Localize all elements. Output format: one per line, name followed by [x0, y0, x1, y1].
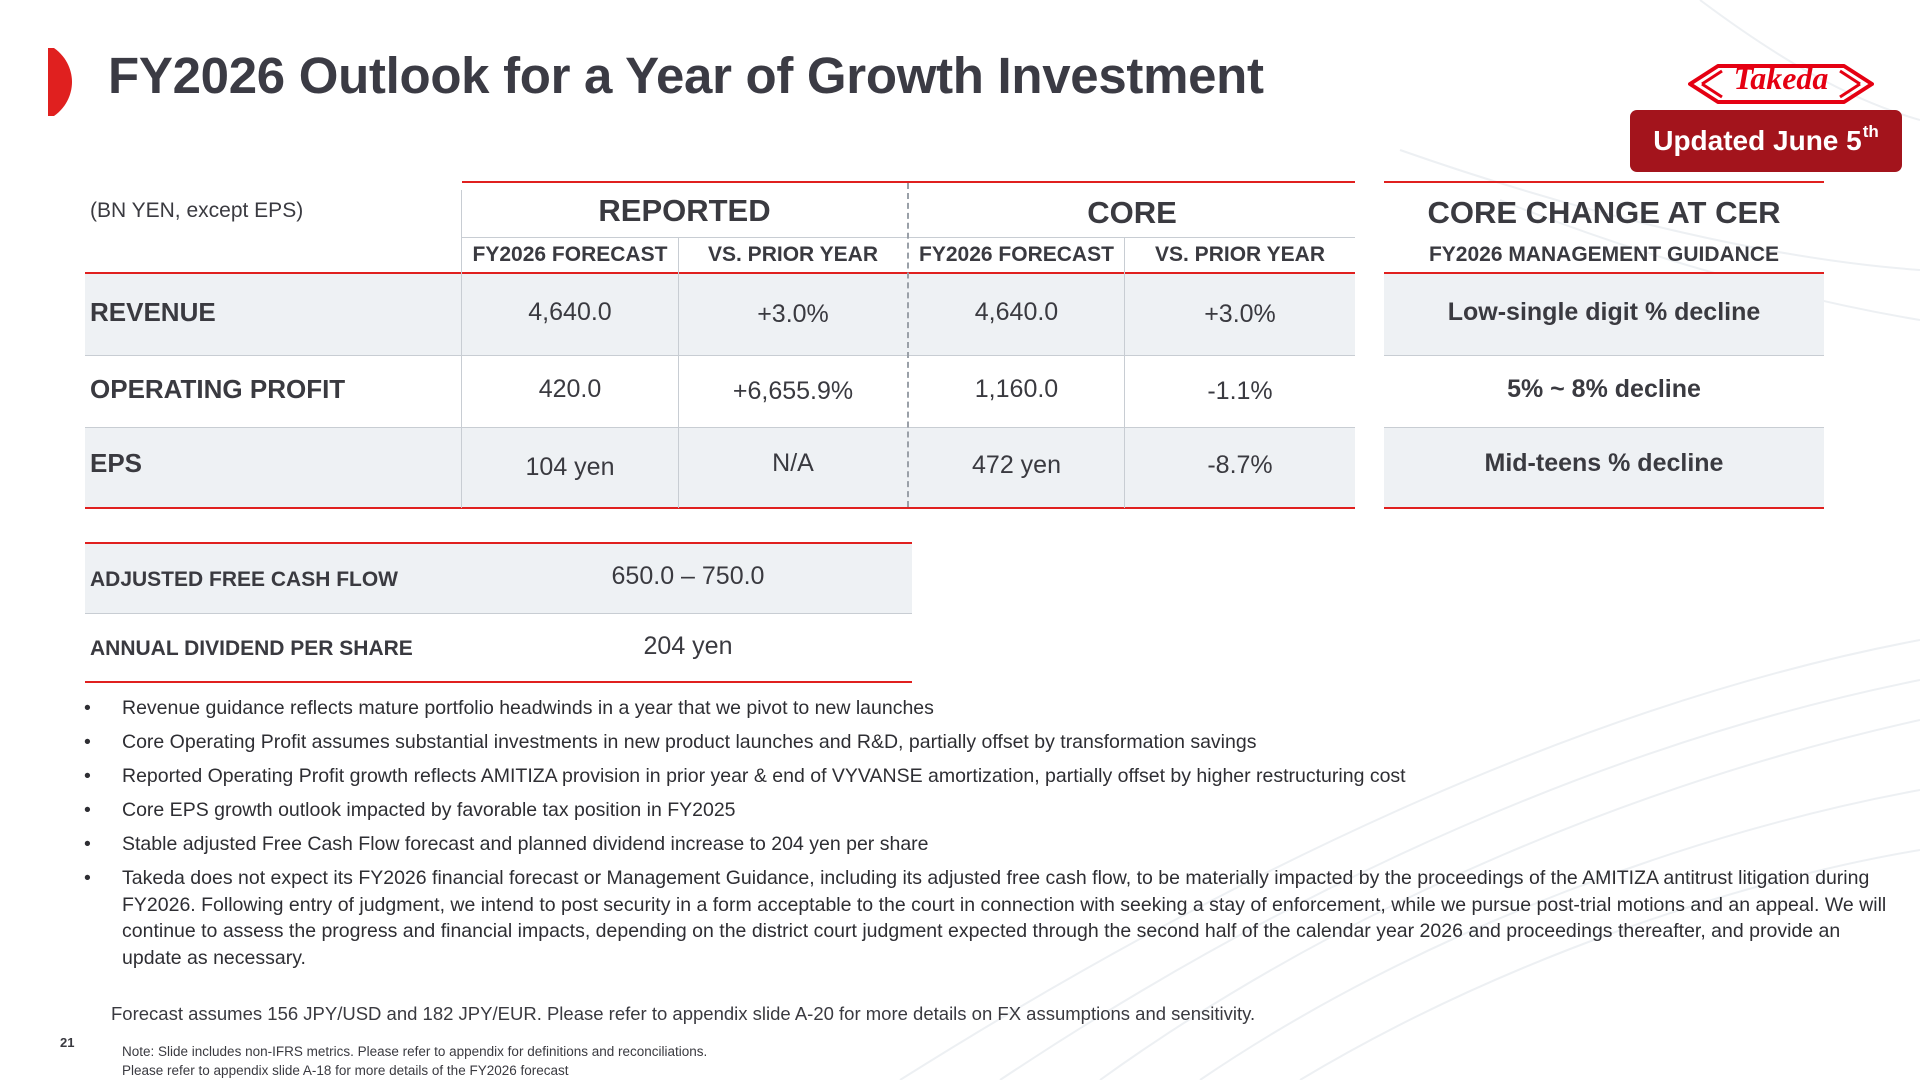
rule-row1-guidance: [1384, 355, 1824, 356]
bullet-item: • Reported Operating Profit growth reflec…: [82, 763, 1902, 790]
rule-row2: [85, 427, 1355, 428]
rule-table-bottom: [85, 507, 1355, 509]
bullet-item: • Core Operating Profit assumes substanti…: [82, 729, 1902, 756]
cell-op-guidance: 5% ~ 8% decline: [1507, 374, 1701, 403]
rule-row2-guidance: [1384, 427, 1824, 428]
guidance-shade-revenue: [1384, 274, 1824, 356]
cash-label-dividend: ANNUAL DIVIDEND PER SHARE: [90, 637, 413, 660]
row-label-revenue: REVENUE: [90, 296, 216, 327]
row-shade-eps: [85, 428, 1355, 508]
cell-revenue-reported-forecast: 4,640.0: [528, 297, 612, 326]
bullet-item: • Core EPS growth outlook impacted by fav…: [82, 797, 1902, 824]
title-accent-bar: [48, 48, 72, 116]
row-label-eps: EPS: [90, 447, 143, 478]
footnote-line: Please refer to appendix slide A-18 for …: [122, 1063, 569, 1078]
rule-top-reported: [462, 181, 1355, 183]
cash-rule-mid: [85, 613, 912, 614]
bullet-item: • Takeda does not expect its FY2026 finan…: [82, 865, 1902, 971]
takeda-logo-text: Takeda: [1733, 60, 1829, 96]
divider-core-mid: [1124, 238, 1125, 508]
cell-op-reported-forecast: 420.0: [538, 374, 602, 403]
bullet-text: Stable adjusted Free Cash Flow forecast …: [122, 833, 929, 855]
rule-top-guidance: [1384, 181, 1824, 183]
cell-eps-reported-vs: N/A: [772, 448, 814, 477]
updated-badge-sup: th: [1862, 122, 1879, 141]
cell-op-core-vs: -1.1%: [1207, 376, 1273, 405]
bullet-dot: •: [84, 765, 91, 787]
divider-reported-core: [907, 183, 909, 507]
row-shade-revenue: [85, 274, 1355, 356]
cell-op-core-forecast: 1,160.0: [974, 374, 1059, 403]
bullet-dot: •: [84, 731, 91, 753]
subheader-core-forecast: FY2026 FORECAST: [919, 243, 1114, 266]
bullet-item: • Stable adjusted Free Cash Flow forecast…: [82, 831, 1902, 858]
cell-eps-core-vs: -8.7%: [1207, 450, 1273, 479]
bullet-item: • Revenue guidance reflects mature portfo…: [82, 695, 1902, 722]
cell-op-reported-vs: +6,655.9%: [732, 376, 854, 405]
divider-label-col: [461, 190, 462, 508]
cell-revenue-core-vs: +3.0%: [1204, 299, 1276, 328]
cell-eps-guidance: Mid-teens % decline: [1484, 448, 1724, 477]
bullet-text: Takeda does not expect its FY2026 financ…: [122, 867, 1887, 969]
cash-row-shade: [85, 544, 912, 614]
cell-revenue-guidance: Low-single digit % decline: [1447, 297, 1761, 326]
cash-value-fcf: 650.0 – 750.0: [611, 561, 765, 590]
group-core-cer: CORE CHANGE AT CER: [1427, 195, 1781, 230]
page-number: 21: [60, 1035, 75, 1050]
unit-label: (BN YEN, except EPS): [90, 199, 304, 222]
guidance-shade-eps: [1384, 428, 1824, 508]
bullet-text: Reported Operating Profit growth reflect…: [122, 765, 1406, 787]
group-core: CORE: [1087, 195, 1177, 230]
rule-row1: [85, 355, 1355, 356]
page-title: FY2026 Outlook for a Year of Growth Inve…: [108, 47, 1264, 104]
rule-header-bottom-guidance: [1384, 272, 1824, 274]
cell-revenue-core-forecast: 4,640.0: [974, 297, 1059, 326]
bullet-text: Core EPS growth outlook impacted by favo…: [122, 799, 736, 821]
cash-value-dividend: 204 yen: [643, 631, 733, 660]
cash-rule-top: [85, 542, 912, 544]
subheader-core-vs: VS. PRIOR YEAR: [1155, 243, 1325, 266]
bullet-dot: •: [84, 833, 91, 855]
bullet-text: Core Operating Profit assumes substantia…: [122, 731, 1257, 753]
commentary-bullets: • Revenue guidance reflects mature portfo…: [82, 695, 1902, 979]
subheader-reported-vs: VS. PRIOR YEAR: [708, 243, 878, 266]
updated-badge-text: Updated June 5: [1653, 125, 1862, 156]
subheader-guidance: FY2026 MANAGEMENT GUIDANCE: [1428, 243, 1780, 266]
bullet-dot: •: [84, 799, 91, 821]
rule-header-bottom: [85, 272, 1355, 274]
cash-label-fcf: ADJUSTED FREE CASH FLOW: [90, 568, 399, 591]
cell-eps-core-forecast: 472 yen: [972, 450, 1061, 479]
cash-rule-bottom: [85, 681, 912, 683]
forecast-note: Forecast assumes 156 JPY/USD and 182 JPY…: [111, 1003, 1256, 1024]
group-reported: REPORTED: [598, 193, 771, 228]
takeda-logo-icon: [1688, 64, 1874, 104]
cell-eps-reported-forecast: 104 yen: [525, 452, 615, 481]
bullet-dot: •: [84, 867, 91, 889]
row-label-operating-profit: OPERATING PROFIT: [90, 373, 346, 404]
footnote-line: Note: Slide includes non-IFRS metrics. P…: [122, 1044, 708, 1059]
subheader-reported-forecast: FY2026 FORECAST: [472, 243, 668, 266]
rule-table-bottom-guidance: [1384, 507, 1824, 509]
footnotes: Note: Slide includes non-IFRS metrics. P…: [122, 1042, 707, 1080]
bullet-text: Revenue guidance reflects mature portfol…: [122, 697, 934, 719]
cell-revenue-reported-vs: +3.0%: [757, 299, 829, 328]
divider-reported-mid: [678, 238, 679, 508]
bullet-dot: •: [84, 697, 91, 719]
